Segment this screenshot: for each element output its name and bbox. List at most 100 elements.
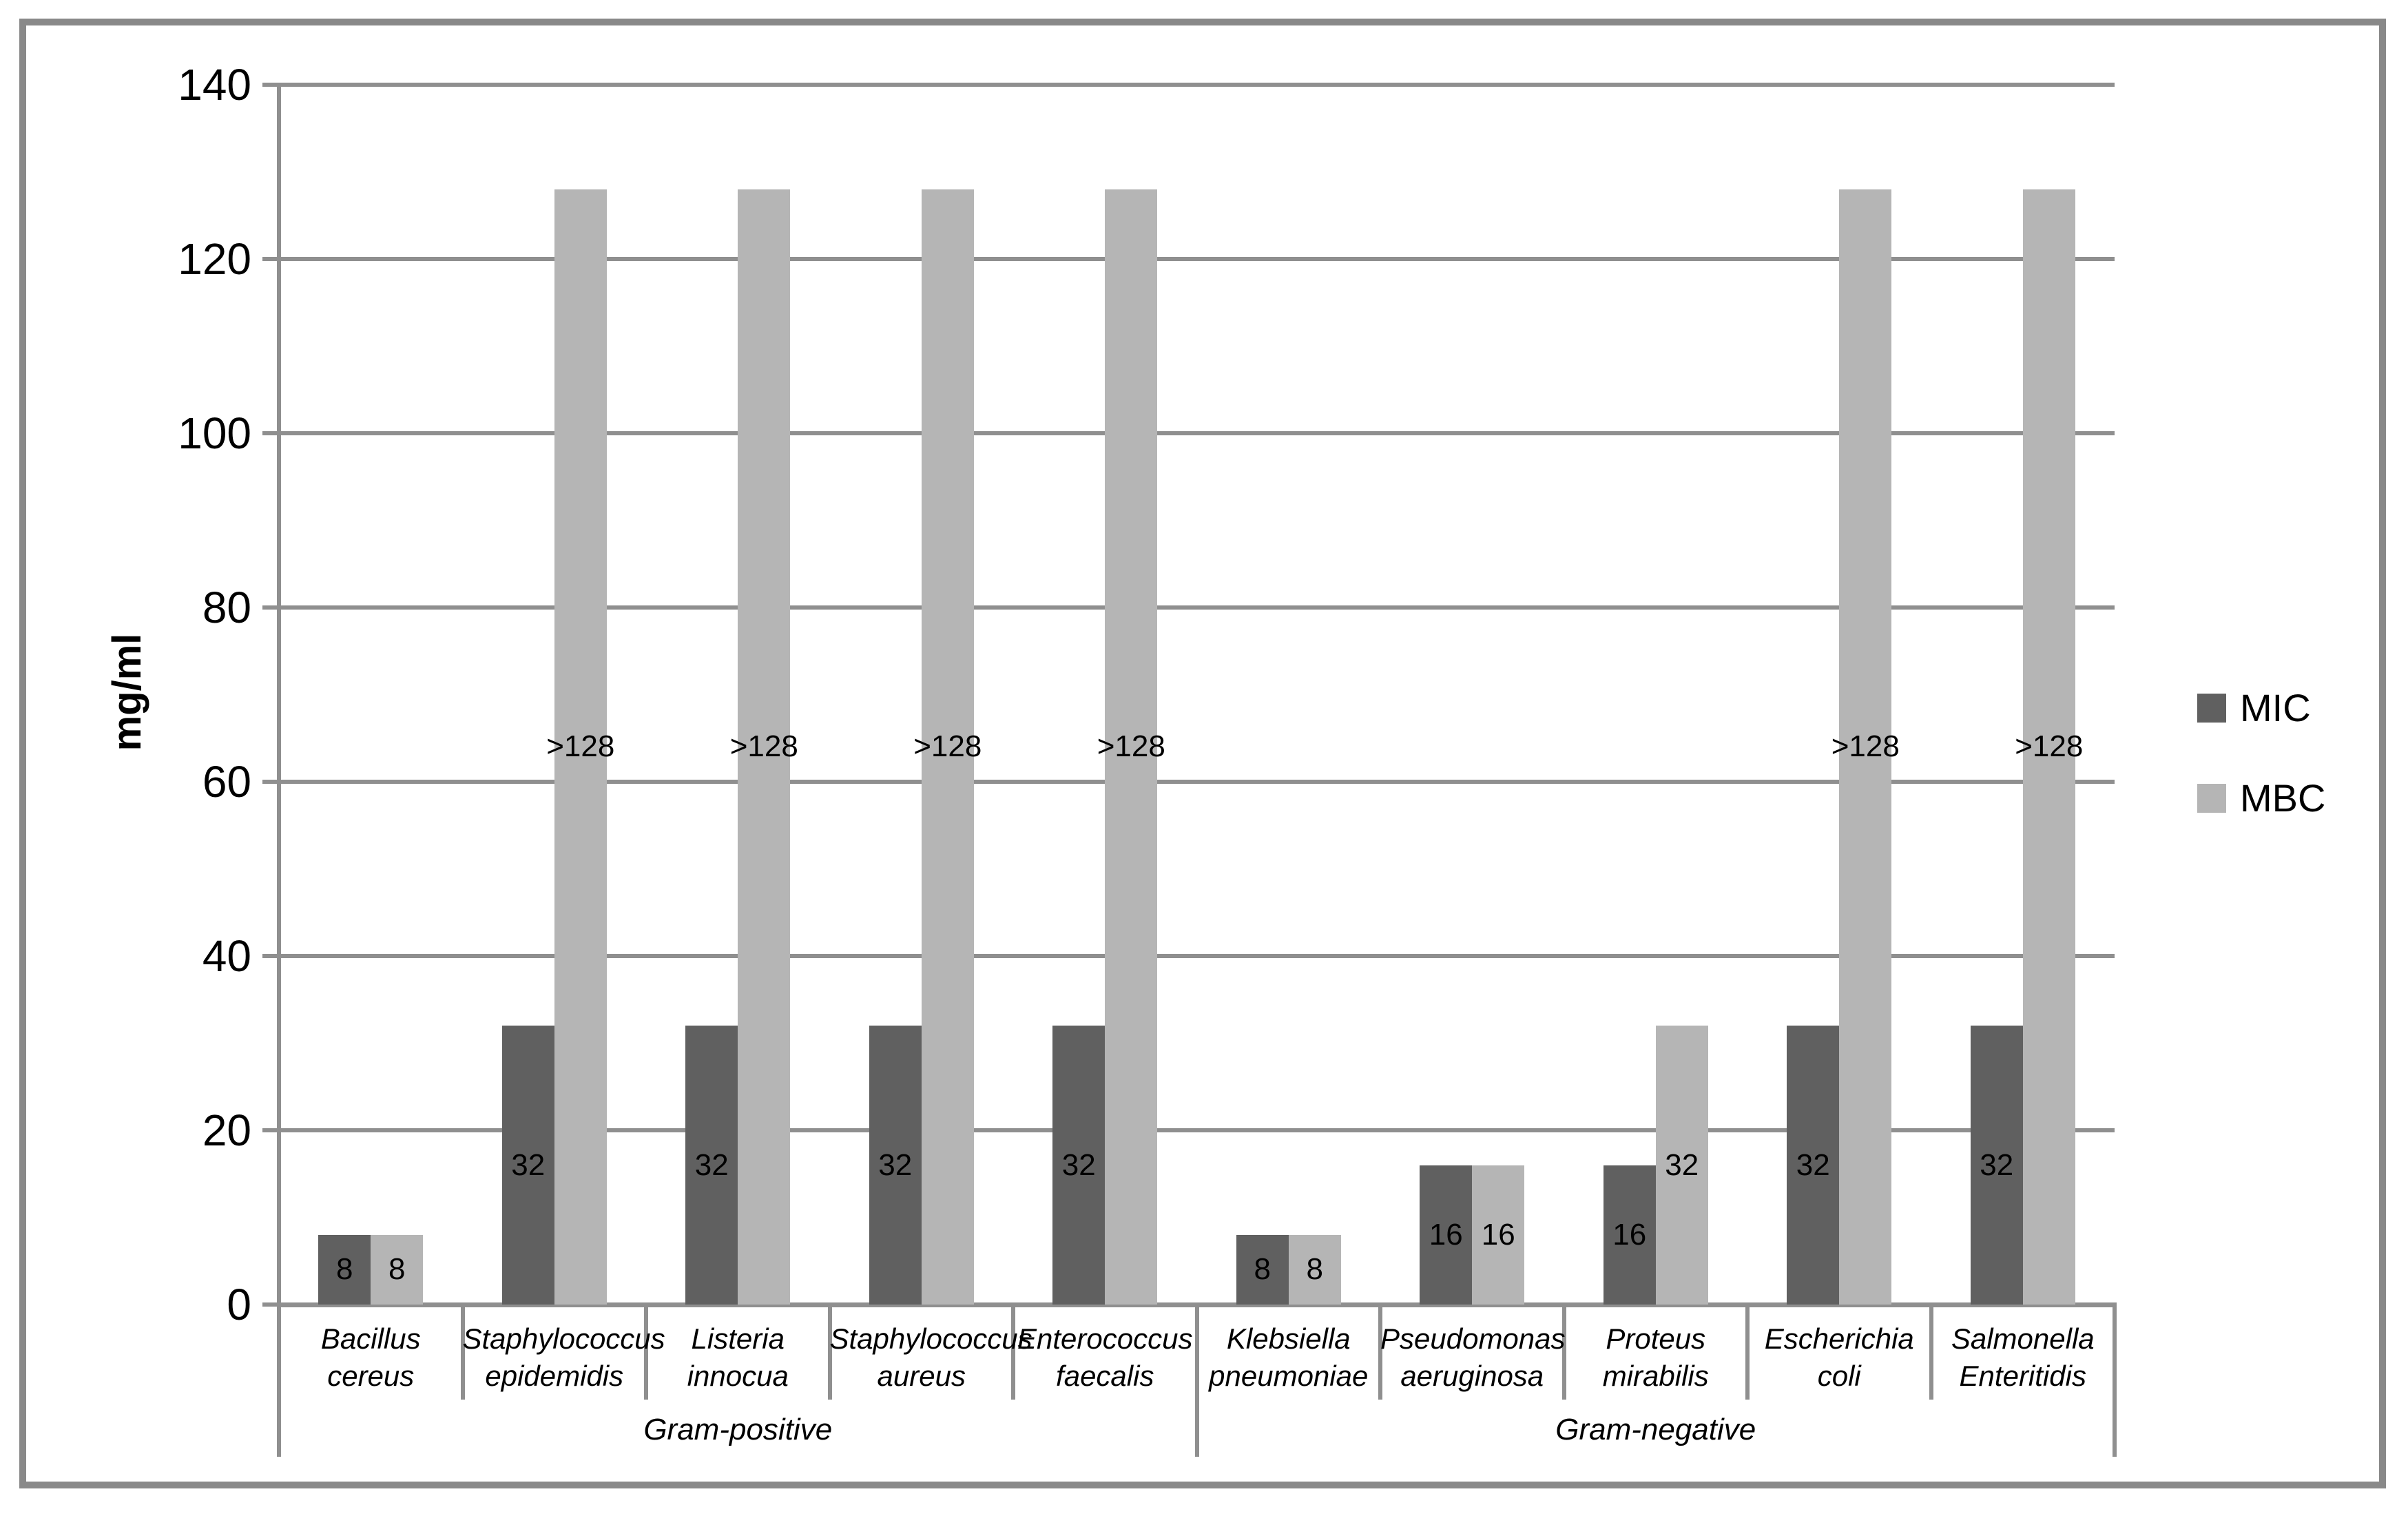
category-separator (460, 1305, 465, 1400)
y-tick-80 (262, 605, 279, 610)
legend-entry-mbc: MBC (2197, 779, 2325, 818)
mbc-bar-label: >128 (546, 729, 615, 764)
gridline-140 (279, 83, 2115, 87)
mbc-bar (738, 189, 791, 1305)
gridline-100 (279, 431, 2115, 435)
category-separator (1561, 1305, 1566, 1400)
mic-legend-swatch (2197, 694, 2226, 723)
category-label-line: pneumoniae (1209, 1360, 1369, 1392)
mbc-bar (1655, 1026, 1708, 1305)
category-label: Pseudomonas aeruginosa (1380, 1309, 1566, 1411)
y-tick-label: 80 (202, 583, 251, 632)
category-label: Staphylococcus aureus (829, 1309, 1032, 1411)
category-separator (1929, 1305, 1933, 1400)
mbc-bar (1472, 1165, 1525, 1305)
mic-bar-label: 8 (1254, 1252, 1271, 1287)
mic-bar (1970, 1026, 2023, 1305)
mic-bar-label: 32 (878, 1148, 913, 1182)
mbc-bar-label: >128 (913, 729, 982, 764)
mic-bar (1420, 1165, 1473, 1305)
group-separator (1194, 1305, 1199, 1457)
category-separator (1011, 1305, 1015, 1400)
mbc-bar (554, 189, 607, 1305)
y-tick-20 (262, 1128, 279, 1132)
mic-bar-label: 32 (1796, 1148, 1830, 1182)
mbc-bar-label: >128 (729, 729, 798, 764)
mbc-bar (371, 1234, 424, 1305)
mic-bar-label: 32 (1061, 1148, 1096, 1182)
mic-bar (869, 1026, 922, 1305)
category-label: Enterococcus faecalis (1013, 1309, 1197, 1411)
category-label-line: aureus (877, 1360, 966, 1392)
mbc-legend-swatch (2197, 784, 2226, 813)
mic-bar-label: 8 (336, 1252, 353, 1287)
mic-bar (1052, 1026, 1106, 1305)
mbc-bar-label: >128 (1097, 729, 1165, 764)
category-label-line: Escherichia coli (1764, 1322, 1914, 1392)
category-label-line: Enteritidis (1959, 1360, 2086, 1392)
category-label-line: Pseudomonas (1380, 1322, 1566, 1355)
mic-bar (1603, 1165, 1656, 1305)
y-tick-60 (262, 780, 279, 784)
y-tick-140 (262, 83, 279, 87)
mic-bar-label: 32 (1980, 1148, 2014, 1182)
category-label-line: Klebsiella (1226, 1322, 1351, 1355)
category-label-line: mirabilis (1602, 1360, 1709, 1392)
category-label-line: Staphylococcus (462, 1322, 665, 1355)
gridline-20 (279, 1128, 2115, 1132)
group-separator (277, 1305, 281, 1457)
y-tick-label: 60 (202, 757, 251, 807)
y-tick-label: 0 (227, 1280, 251, 1329)
mbc-bar-label: >128 (1831, 729, 1900, 764)
y-axis-line (277, 83, 281, 1307)
y-tick-40 (262, 954, 279, 958)
mic-bar (1787, 1026, 1840, 1305)
y-tick-label: 140 (178, 60, 251, 110)
group-separator (2113, 1305, 2117, 1457)
y-tick-120 (262, 257, 279, 261)
mic-bar-label: 32 (511, 1148, 546, 1182)
mbc-bar (1839, 189, 1892, 1305)
category-label-line: Listeria innocua (687, 1322, 789, 1392)
y-tick-label: 20 (202, 1105, 251, 1155)
mbc-bar-label: 8 (388, 1252, 406, 1287)
mbc-bar-label: 16 (1481, 1217, 1515, 1252)
y-tick-label: 100 (178, 408, 251, 458)
category-label-line: Proteus (1606, 1322, 1706, 1355)
mbc-bar-label: 8 (1306, 1252, 1323, 1287)
group-label: Gram-negative (1555, 1413, 1756, 1446)
category-label: Escherichia coli (1747, 1309, 1931, 1411)
category-label: Salmonella Enteritidis (1931, 1309, 2115, 1411)
mbc-bar (1105, 189, 1158, 1305)
y-tick-label: 40 (202, 931, 251, 981)
category-label: Staphylococcus epidemidis (462, 1309, 665, 1411)
mbc-bar (1288, 1234, 1341, 1305)
category-label-line: Bacillus cereus (320, 1322, 421, 1392)
mbc-bar (921, 189, 974, 1305)
category-separator (1378, 1305, 1382, 1400)
category-label: Proteus mirabilis (1564, 1309, 1748, 1411)
category-label-line: Salmonella (1951, 1322, 2095, 1355)
y-tick-label: 120 (178, 234, 251, 284)
mic-legend-label: MIC (2240, 686, 2311, 729)
mic-bar-label: 32 (694, 1148, 729, 1182)
gridline-120 (279, 257, 2115, 261)
category-separator (827, 1305, 832, 1400)
mbc-bar (2022, 189, 2075, 1305)
mic-bar (1236, 1234, 1289, 1305)
category-separator (644, 1305, 648, 1400)
category-separator (1745, 1305, 1750, 1400)
category-label-line: epidemidis (485, 1360, 624, 1392)
mic-bar-label: 16 (1429, 1217, 1463, 1252)
mbc-bar-label: >128 (2015, 729, 2084, 764)
category-label-line: faecalis (1056, 1360, 1154, 1392)
mic-bar (318, 1234, 371, 1305)
gridline-60 (279, 780, 2115, 784)
mic-bar (501, 1026, 554, 1305)
category-label-line: Enterococcus (1017, 1322, 1193, 1355)
group-label: Gram-positive (643, 1413, 833, 1446)
y-tick-100 (262, 431, 279, 435)
category-label-line: Staphylococcus (829, 1322, 1032, 1355)
gridline-80 (279, 605, 2115, 610)
